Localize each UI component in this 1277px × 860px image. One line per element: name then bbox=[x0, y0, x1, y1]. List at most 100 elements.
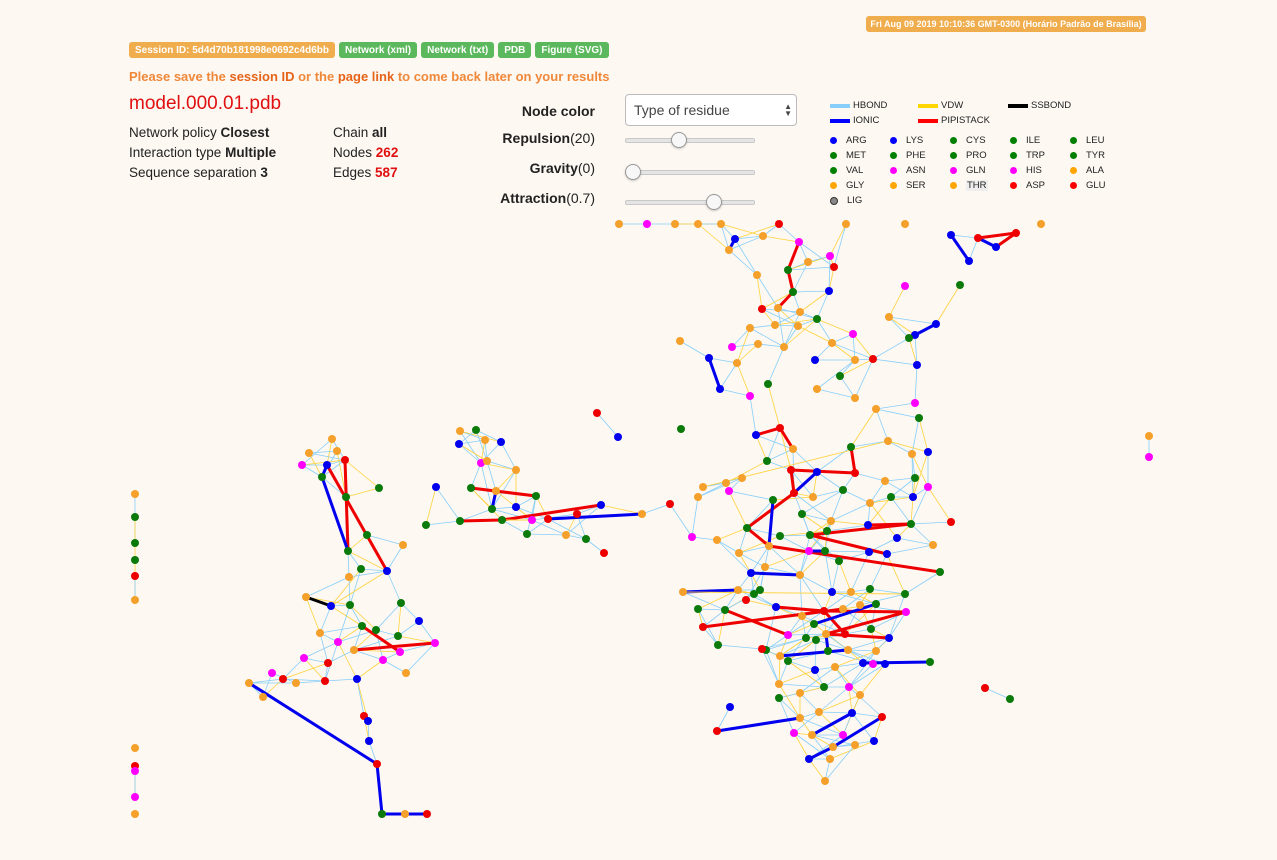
residue-node[interactable] bbox=[614, 433, 622, 441]
repulsion-slider[interactable] bbox=[625, 132, 755, 148]
residue-node[interactable] bbox=[813, 385, 821, 393]
slider-thumb[interactable] bbox=[706, 194, 723, 210]
node-color-select[interactable]: Type of residue ▲ ▼ bbox=[625, 94, 797, 126]
residue-node[interactable] bbox=[456, 517, 464, 525]
residue-node[interactable] bbox=[431, 639, 439, 647]
residue-node[interactable] bbox=[851, 469, 859, 477]
residue-node[interactable] bbox=[913, 361, 921, 369]
residue-node[interactable] bbox=[992, 243, 1000, 251]
residue-node[interactable] bbox=[796, 714, 804, 722]
residue-node[interactable] bbox=[901, 220, 909, 228]
residue-node[interactable] bbox=[1006, 695, 1014, 703]
residue-node[interactable] bbox=[865, 548, 873, 556]
residue-node[interactable] bbox=[810, 620, 818, 628]
residue-node[interactable] bbox=[974, 234, 982, 242]
residue-node[interactable] bbox=[821, 547, 829, 555]
residue-node[interactable] bbox=[705, 354, 713, 362]
residue-node[interactable] bbox=[573, 510, 581, 518]
residue-node[interactable] bbox=[699, 483, 707, 491]
residue-node[interactable] bbox=[699, 623, 707, 631]
residue-node[interactable] bbox=[1145, 453, 1153, 461]
residue-node[interactable] bbox=[638, 510, 646, 518]
residue-node[interactable] bbox=[839, 486, 847, 494]
residue-node[interactable] bbox=[947, 518, 955, 526]
residue-node[interactable] bbox=[764, 380, 772, 388]
residue-node[interactable] bbox=[544, 515, 552, 523]
residue-node[interactable] bbox=[902, 608, 910, 616]
residue-node[interactable] bbox=[750, 590, 758, 598]
residue-node[interactable] bbox=[839, 605, 847, 613]
attraction-slider[interactable] bbox=[625, 194, 755, 210]
residue-node[interactable] bbox=[432, 483, 440, 491]
residue-node[interactable] bbox=[399, 541, 407, 549]
residue-node[interactable] bbox=[947, 231, 955, 239]
residue-node[interactable] bbox=[847, 443, 855, 451]
residue-node[interactable] bbox=[731, 235, 739, 243]
residue-node[interactable] bbox=[813, 315, 821, 323]
residue-node[interactable] bbox=[829, 743, 837, 751]
residue-node[interactable] bbox=[924, 448, 932, 456]
residue-node[interactable] bbox=[805, 547, 813, 555]
residue-node[interactable] bbox=[746, 324, 754, 332]
residue-node[interactable] bbox=[316, 629, 324, 637]
residue-node[interactable] bbox=[593, 409, 601, 417]
residue-node[interactable] bbox=[936, 568, 944, 576]
residue-node[interactable] bbox=[694, 220, 702, 228]
residue-node[interactable] bbox=[805, 755, 813, 763]
residue-node[interactable] bbox=[790, 489, 798, 497]
residue-node[interactable] bbox=[806, 531, 814, 539]
residue-node[interactable] bbox=[848, 709, 856, 717]
residue-node[interactable] bbox=[324, 659, 332, 667]
residue-node[interactable] bbox=[131, 793, 139, 801]
residue-node[interactable] bbox=[350, 646, 358, 654]
residue-node[interactable] bbox=[245, 679, 253, 687]
residue-node[interactable] bbox=[327, 602, 335, 610]
residue-node[interactable] bbox=[869, 660, 877, 668]
residue-node[interactable] bbox=[268, 669, 276, 677]
residue-node[interactable] bbox=[643, 220, 651, 228]
residue-node[interactable] bbox=[532, 492, 540, 500]
residue-node[interactable] bbox=[344, 547, 352, 555]
residue-node[interactable] bbox=[825, 287, 833, 295]
residue-node[interactable] bbox=[796, 689, 804, 697]
residue-node[interactable] bbox=[826, 252, 834, 260]
residue-node[interactable] bbox=[775, 694, 783, 702]
residue-node[interactable] bbox=[481, 436, 489, 444]
residue-node[interactable] bbox=[364, 717, 372, 725]
residue-node[interactable] bbox=[333, 447, 341, 455]
residue-node[interactable] bbox=[794, 322, 802, 330]
residue-node[interactable] bbox=[497, 438, 505, 446]
residue-node[interactable] bbox=[798, 510, 806, 518]
residue-node[interactable] bbox=[981, 684, 989, 692]
network-xml-button[interactable]: Network (xml) bbox=[339, 42, 418, 58]
residue-node[interactable] bbox=[839, 731, 847, 739]
residue-node[interactable] bbox=[353, 675, 361, 683]
residue-node[interactable] bbox=[795, 238, 803, 246]
residue-node[interactable] bbox=[334, 638, 342, 646]
slider-thumb[interactable] bbox=[671, 132, 688, 148]
residue-node[interactable] bbox=[872, 600, 880, 608]
residue-node[interactable] bbox=[776, 424, 784, 432]
residue-node[interactable] bbox=[394, 632, 402, 640]
residue-node[interactable] bbox=[342, 493, 350, 501]
residue-node[interactable] bbox=[357, 565, 365, 573]
residue-node[interactable] bbox=[776, 652, 784, 660]
residue-node[interactable] bbox=[831, 663, 839, 671]
residue-node[interactable] bbox=[789, 445, 797, 453]
residue-node[interactable] bbox=[787, 466, 795, 474]
residue-node[interactable] bbox=[911, 474, 919, 482]
residue-node[interactable] bbox=[713, 727, 721, 735]
residue-node[interactable] bbox=[849, 330, 857, 338]
residue-node[interactable] bbox=[872, 647, 880, 655]
residue-node[interactable] bbox=[824, 647, 832, 655]
residue-node[interactable] bbox=[742, 596, 750, 604]
residue-node[interactable] bbox=[885, 313, 893, 321]
residue-node[interactable] bbox=[774, 304, 782, 312]
residue-node[interactable] bbox=[131, 572, 139, 580]
residue-node[interactable] bbox=[562, 531, 570, 539]
residue-node[interactable] bbox=[866, 585, 874, 593]
residue-node[interactable] bbox=[746, 392, 754, 400]
slider-thumb[interactable] bbox=[625, 164, 641, 180]
residue-node[interactable] bbox=[713, 536, 721, 544]
